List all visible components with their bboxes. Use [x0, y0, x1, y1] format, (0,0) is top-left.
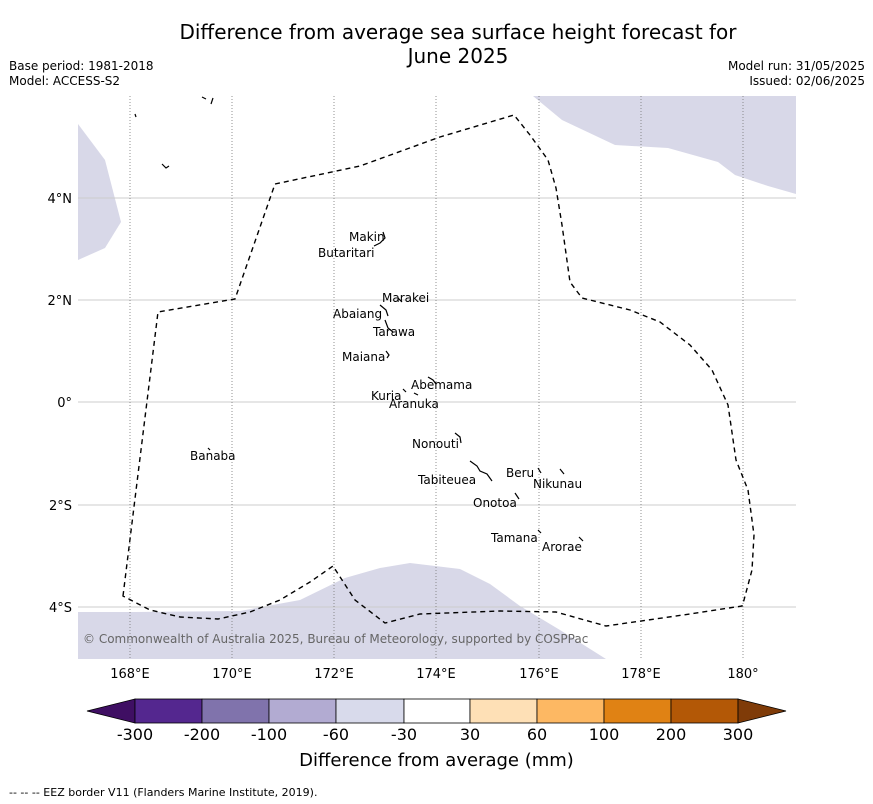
island-tarawa: [384, 319, 394, 333]
colorbar-bin-5: [403, 698, 471, 724]
cbar-tick-300: 300: [722, 725, 754, 744]
island-kuria: [402, 388, 407, 393]
lon-labels: 168°E 170°E 172°E 174°E 176°E 178°E 180°: [110, 667, 758, 682]
label-kuria: Kuria: [371, 389, 402, 403]
label-maiana: Maiana: [342, 350, 385, 364]
base-period: Base period: 1981-2018: [9, 59, 154, 73]
lat-labels: 4°N 2°N 0° 2°S 4°S: [48, 192, 73, 616]
lon-label-168e: 168°E: [110, 667, 150, 682]
label-tarawa: Tarawa: [372, 325, 415, 339]
label-makin: Makin: [349, 230, 385, 244]
colorbar-bin-6: [469, 698, 538, 724]
anomaly-shading: [78, 96, 796, 659]
lon-label-180: 180°: [727, 667, 758, 682]
anomaly-patch-northeast: [533, 96, 796, 194]
label-banaba: Banaba: [190, 449, 236, 463]
island-abemama: [427, 376, 437, 385]
colorbar-bin-4: [335, 698, 405, 724]
island-beru: [537, 467, 542, 474]
island-north-3: [161, 163, 170, 169]
label-onotoa: Onotoa: [473, 496, 517, 510]
model-run: Model run: 31/05/2025: [727, 59, 865, 73]
cbar-tick-30: 30: [459, 725, 481, 744]
lon-label-178e: 178°E: [621, 667, 661, 682]
label-nikunau: Nikunau: [533, 477, 582, 491]
lon-label-170e: 170°E: [212, 667, 252, 682]
colorbar-bin-1: [134, 698, 203, 724]
chart-title: Difference from average sea surface heig…: [179, 20, 737, 68]
lon-label-174e: 174°E: [416, 667, 456, 682]
issued-date: Issued: 02/06/2025: [749, 74, 865, 88]
island-onotoa: [514, 492, 520, 500]
lat-label-2n: 2°N: [48, 294, 73, 309]
label-arorae: Arorae: [542, 540, 582, 554]
colorbar-title: Difference from average (mm): [299, 750, 574, 771]
label-abemama: Abemama: [411, 378, 472, 392]
cbar-tick-minus300: -300: [116, 725, 154, 744]
island-tabiteuea: [469, 460, 493, 482]
colorbar-bin-3: [268, 698, 337, 724]
label-marakei: Marakei: [382, 291, 429, 305]
model-name: Model: ACCESS-S2: [9, 74, 121, 88]
meta-right: Model run: 31/05/2025 Issued: 02/06/2025: [728, 59, 865, 89]
island-north-1: [201, 96, 214, 105]
lon-label-172e: 172°E: [314, 667, 354, 682]
lat-label-4s: 4°S: [49, 601, 72, 616]
copyright-notice: © Commonwealth of Australia 2025, Bureau…: [83, 632, 589, 646]
lat-label-4n: 4°N: [48, 192, 73, 207]
colorbar-extend-low: [86, 698, 136, 724]
island-marakei: [397, 297, 403, 303]
label-tamana: Tamana: [490, 531, 538, 545]
island-outlines: [134, 96, 584, 542]
island-nonouti: [454, 432, 462, 444]
label-abaiang: Abaiang: [333, 307, 382, 321]
island-nikunau: [559, 468, 565, 475]
island-arorae: [578, 536, 584, 542]
colorbar-bin-9: [670, 698, 739, 724]
cbar-tick-60: 60: [526, 725, 548, 744]
label-aranuka: Aranuka: [389, 397, 439, 411]
cbar-tick-minus200: -200: [183, 725, 221, 744]
eez-border: [122, 114, 755, 627]
label-tabiteuea: Tabiteuea: [417, 473, 476, 487]
label-butaritari: Butaritari: [318, 246, 375, 260]
cbar-tick-minus100: -100: [250, 725, 288, 744]
cbar-tick-200: 200: [655, 725, 687, 744]
anomaly-patch-northwest: [78, 124, 121, 260]
anomaly-patch-south: [78, 563, 606, 659]
island-tamana: [537, 529, 542, 534]
cbar-tick-minus60: -60: [322, 725, 350, 744]
island-makin: [373, 231, 386, 247]
eez-footnote: -- -- -- EEZ border V11 (Flanders Marine…: [9, 786, 318, 799]
cbar-tick-100: 100: [588, 725, 620, 744]
island-north-2: [134, 113, 137, 118]
colorbar-extend-high: [737, 698, 787, 724]
colorbar-bin-8: [603, 698, 672, 724]
colorbar-bin-2: [201, 698, 270, 724]
lon-gridlines: [129, 96, 744, 659]
lat-label-0: 0°: [57, 396, 72, 411]
label-beru: Beru: [506, 466, 534, 480]
island-banaba: [207, 447, 211, 451]
island-abaiang: [379, 304, 389, 317]
lat-gridlines: [78, 197, 796, 608]
colorbar: [86, 698, 787, 724]
island-aranuka: [413, 392, 419, 396]
colorbar-bin-7: [536, 698, 605, 724]
meta-left: Base period: 1981-2018 Model: ACCESS-S2: [9, 59, 154, 89]
label-nonouti: Nonouti: [412, 437, 459, 451]
lat-label-2s: 2°S: [49, 499, 72, 514]
island-maiana: [385, 350, 390, 359]
cbar-tick-minus30: -30: [390, 725, 418, 744]
lon-label-176e: 176°E: [519, 667, 559, 682]
place-labels: Makin Butaritari Marakei Abaiang Tarawa …: [190, 230, 582, 554]
